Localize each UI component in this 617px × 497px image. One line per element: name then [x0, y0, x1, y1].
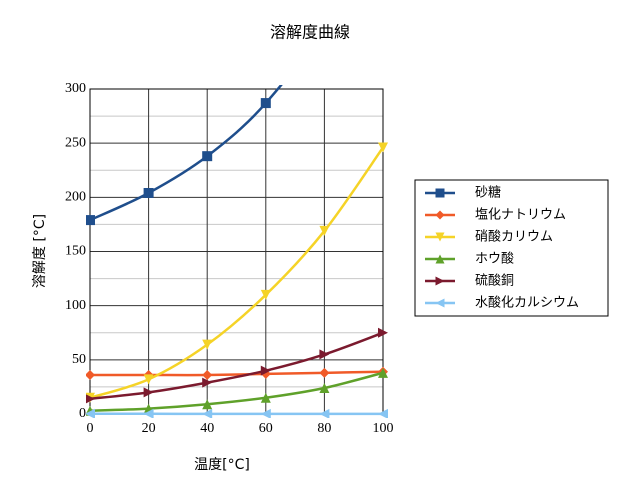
legend-label: 硫酸銅 [475, 274, 514, 289]
y-tick-label: 50 [72, 352, 86, 367]
legend-marker [435, 232, 445, 242]
x-axis-label: 温度[°C] [194, 457, 250, 473]
x-tick-label: 40 [200, 421, 214, 436]
legend-marker [435, 210, 445, 220]
marker [378, 408, 388, 418]
x-tick-label: 60 [259, 421, 273, 436]
marker [202, 339, 213, 350]
marker [260, 365, 271, 376]
marker [202, 370, 213, 380]
legend-marker [435, 254, 445, 264]
marker [202, 408, 213, 418]
marker [260, 98, 271, 109]
legend-marker [435, 298, 445, 308]
x-tick-label: 0 [87, 421, 94, 436]
y-tick-label: 150 [65, 244, 86, 259]
marker [86, 370, 95, 380]
y-tick-label: 0 [79, 406, 86, 421]
marker [378, 142, 388, 153]
marker [202, 151, 213, 162]
legend-marker [435, 276, 445, 286]
x-tick-label: 80 [317, 421, 331, 436]
marker [319, 383, 330, 393]
y-tick-label: 200 [65, 190, 86, 205]
marker [143, 387, 154, 398]
marker [143, 374, 154, 385]
marker [260, 289, 271, 300]
series-line [89, 371, 384, 412]
series-line [90, 370, 384, 377]
legend-label: 砂糖 [475, 185, 501, 201]
marker [378, 367, 388, 378]
marker [202, 377, 213, 388]
marker [319, 367, 330, 378]
legend [414, 179, 609, 317]
x-tick-label: 100 [373, 421, 394, 436]
legend-label: 硝酸カリウム [475, 230, 553, 245]
chart-title: 溶解度曲線 [270, 23, 350, 42]
marker [260, 408, 271, 418]
legend-marker [435, 188, 445, 198]
legend-label: 水酸化カルシウム [475, 296, 579, 311]
plot-area [86, 85, 388, 418]
marker [319, 408, 330, 418]
marker [319, 225, 330, 236]
marker [319, 349, 330, 360]
marker [143, 408, 154, 418]
legend-label: ホウ酸 [475, 252, 514, 267]
marker [86, 408, 95, 418]
marker [260, 392, 271, 403]
y-axis-label: 溶解度 [°C] [32, 214, 48, 288]
marker [143, 188, 154, 198]
series-line [89, 331, 384, 401]
marker [378, 327, 388, 338]
marker [202, 399, 213, 410]
y-tick-label: 100 [65, 298, 86, 313]
marker [86, 394, 95, 404]
y-tick-label: 300 [65, 81, 86, 96]
legend-label: 塩化ナトリウム [475, 208, 566, 223]
marker [86, 215, 95, 226]
grid [89, 88, 384, 415]
x-tick-label: 20 [142, 421, 156, 436]
y-tick-label: 250 [65, 135, 86, 150]
